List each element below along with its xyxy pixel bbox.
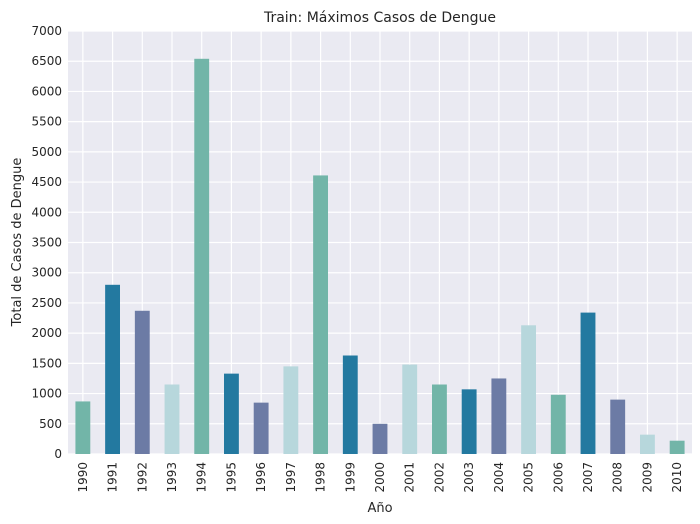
y-tick-labels: 0 500 1000 1500 2000 2500 3000 3500 4000 4500 5000… xyxy=(31,24,62,461)
x-tick-label: 2003 xyxy=(462,462,476,493)
x-tick-label: 2004 xyxy=(492,462,506,493)
x-tick-label: 1997 xyxy=(284,462,298,493)
y-tick-label: 0 xyxy=(54,447,62,461)
y-tick-label: 5500 xyxy=(31,115,62,129)
bar-2008 xyxy=(610,399,626,454)
bar-2005 xyxy=(521,325,536,454)
bar-2003 xyxy=(461,389,477,454)
y-tick-label: 1500 xyxy=(31,356,62,370)
x-tick-label: 1995 xyxy=(224,462,238,493)
x-tick-label: 2002 xyxy=(432,462,446,493)
chart-title: Train: Máximos Casos de Dengue xyxy=(263,10,496,26)
bar-1991 xyxy=(105,284,120,454)
bar-2001 xyxy=(402,364,418,454)
bar-2004 xyxy=(491,378,507,454)
bar-2000 xyxy=(372,423,388,454)
x-tick-label: 1996 xyxy=(254,462,268,493)
y-tick-label: 5000 xyxy=(31,145,62,159)
bar-1996 xyxy=(253,402,269,454)
y-tick-label: 3500 xyxy=(31,236,62,250)
x-tick-label: 2010 xyxy=(670,462,684,493)
y-tick-label: 500 xyxy=(39,417,62,431)
bar-1995 xyxy=(224,373,239,454)
bar-1994 xyxy=(194,58,210,454)
x-axis-label: Año xyxy=(367,501,392,516)
x-tick-label: 2005 xyxy=(522,462,536,493)
x-tick-label: 2009 xyxy=(640,462,654,493)
x-tick-label: 1992 xyxy=(135,462,149,493)
x-tick-label: 1990 xyxy=(76,462,90,493)
x-tick-label: 2006 xyxy=(551,462,565,493)
bar-1990 xyxy=(75,401,91,454)
bar-2006 xyxy=(550,394,566,454)
y-tick-label: 4500 xyxy=(31,175,62,189)
x-tick-label: 2008 xyxy=(611,462,625,493)
x-tick-label: 2000 xyxy=(373,462,387,493)
y-tick-label: 4000 xyxy=(31,205,62,219)
bar-1993 xyxy=(164,384,180,454)
x-tick-label: 1993 xyxy=(165,462,179,493)
y-tick-label: 2500 xyxy=(31,296,62,310)
bar-2007 xyxy=(580,312,596,454)
bar-2009 xyxy=(640,434,655,454)
bar-1998 xyxy=(313,175,328,454)
y-tick-label: 6000 xyxy=(31,84,62,98)
x-tick-label: 1999 xyxy=(343,462,357,493)
x-tick-label: 1998 xyxy=(314,462,328,493)
y-tick-label: 2000 xyxy=(31,326,62,340)
y-tick-label: 3000 xyxy=(31,266,62,280)
x-tick-label: 1991 xyxy=(106,462,120,493)
x-tick-label: 2007 xyxy=(581,462,595,493)
bar-1992 xyxy=(134,310,150,454)
bar-2010 xyxy=(669,440,685,454)
y-tick-label: 6500 xyxy=(31,54,62,68)
y-tick-label: 1000 xyxy=(31,387,62,401)
bar-2002 xyxy=(432,384,447,454)
bar-1997 xyxy=(283,366,299,454)
bar-1999 xyxy=(342,355,358,454)
y-axis-label: Total de Casos de Dengue xyxy=(10,158,25,328)
bars xyxy=(75,58,685,454)
y-tick-label: 7000 xyxy=(31,24,62,38)
x-tick-label: 2001 xyxy=(403,462,417,493)
x-tick-label: 1994 xyxy=(195,462,209,493)
x-tick-labels: 1990 1991 1992 1993 1994 1995 1996 1997 1998 1999… xyxy=(76,462,684,493)
